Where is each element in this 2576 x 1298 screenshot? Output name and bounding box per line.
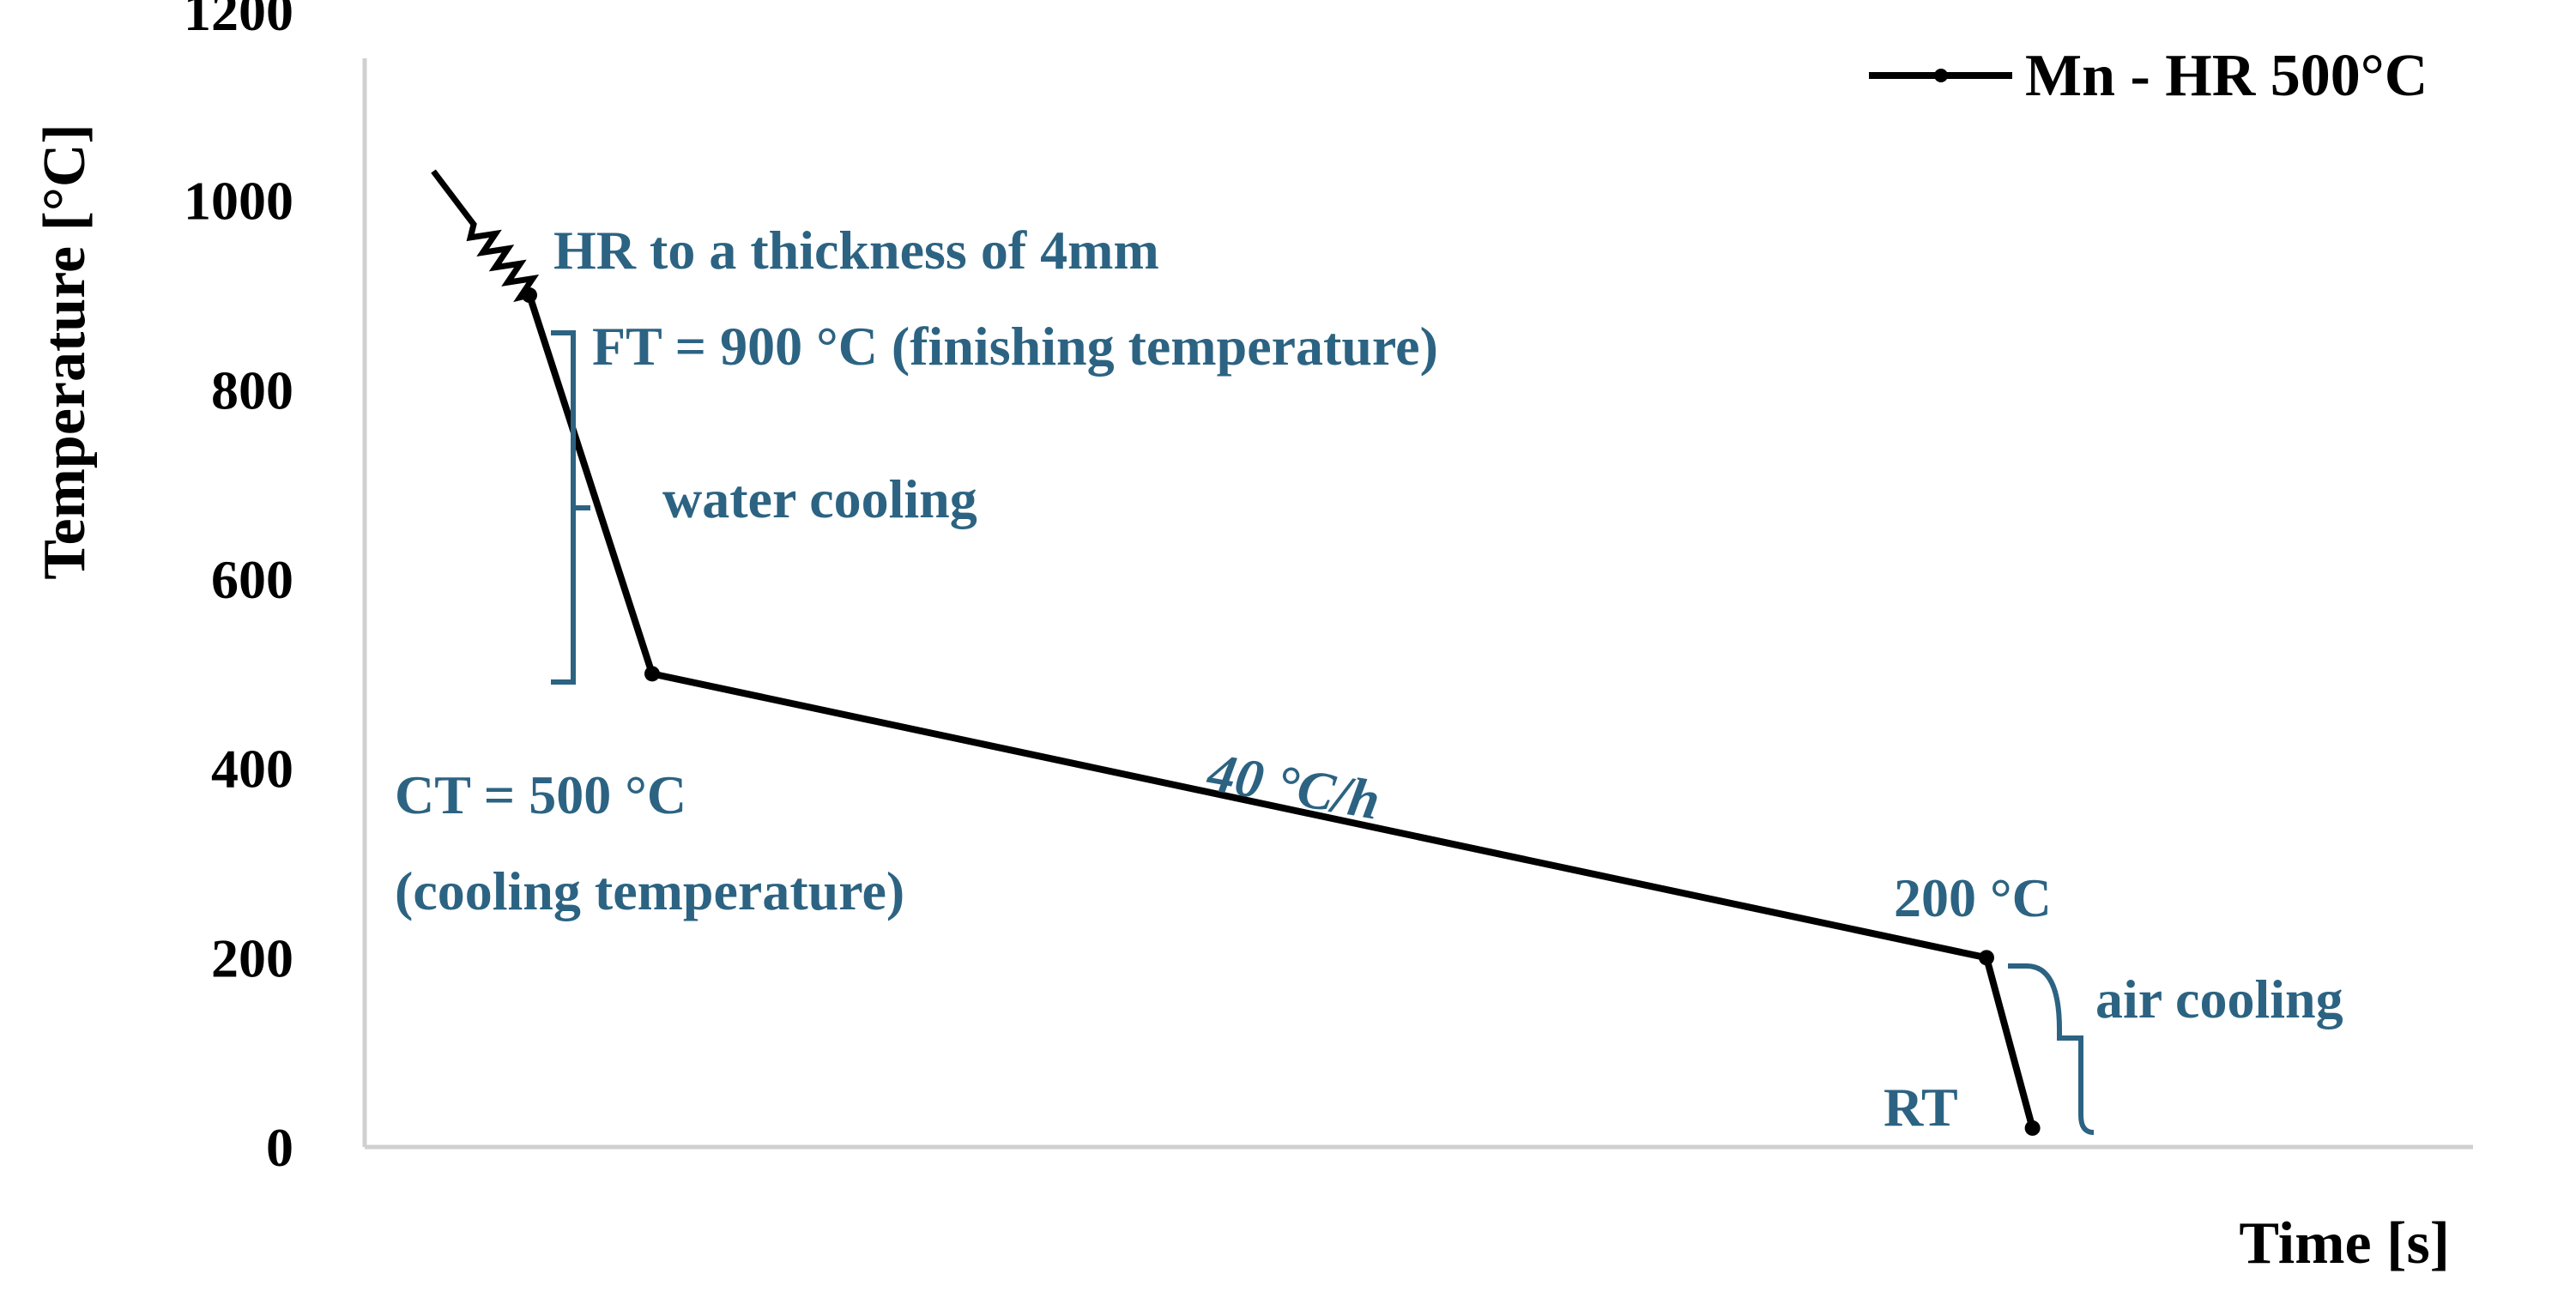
air-cooling-bracket <box>2008 963 2095 1135</box>
series-mn-hr-500 <box>522 287 2041 1136</box>
y-tick-label: 0 <box>266 1117 293 1178</box>
annotation-hr: HR to a thickness of 4mm <box>553 220 1159 281</box>
water-cooling-bracket <box>551 330 590 685</box>
series-point <box>644 666 660 682</box>
annotation-200c: 200 °C <box>1894 867 2052 928</box>
legend: Mn - HR 500°C <box>1869 43 2428 109</box>
annotation-air-cooling: air cooling <box>2095 969 2343 1029</box>
annotation-ct-line1: CT = 500 °C <box>395 764 686 825</box>
annotations: HR to a thickness of 4mm FT = 900 °C (fi… <box>395 220 2343 1138</box>
y-tick-label: 400 <box>211 739 293 800</box>
y-tick-labels: 0 200 400 600 800 1000 1200 <box>184 0 293 1178</box>
legend-marker <box>1934 69 1948 82</box>
y-tick-label: 600 <box>211 549 293 610</box>
annotation-ft: FT = 900 °C (finishing temperature) <box>592 316 1438 377</box>
x-axis-title: Time [s] <box>2239 1210 2450 1277</box>
y-tick-label: 1200 <box>184 0 293 42</box>
y-tick-label: 200 <box>211 927 293 988</box>
series-line <box>526 293 2036 1129</box>
hot-rolling-zigzag <box>431 169 540 303</box>
annotation-rate: 40 °C/h <box>1203 741 1385 831</box>
y-tick-label: 1000 <box>184 171 293 232</box>
annotation-water-cooling: water cooling <box>662 468 977 529</box>
series-point <box>1979 950 1994 966</box>
y-tick-label: 800 <box>211 359 293 420</box>
series-point <box>522 287 537 304</box>
annotation-ct-line2: (cooling temperature) <box>395 860 904 921</box>
annotation-rt: RT <box>1884 1077 1958 1138</box>
series-point <box>2024 1120 2041 1136</box>
y-axis-title: Temperature [°C] <box>32 124 98 580</box>
legend-label: Mn - HR 500°C <box>2025 43 2428 109</box>
